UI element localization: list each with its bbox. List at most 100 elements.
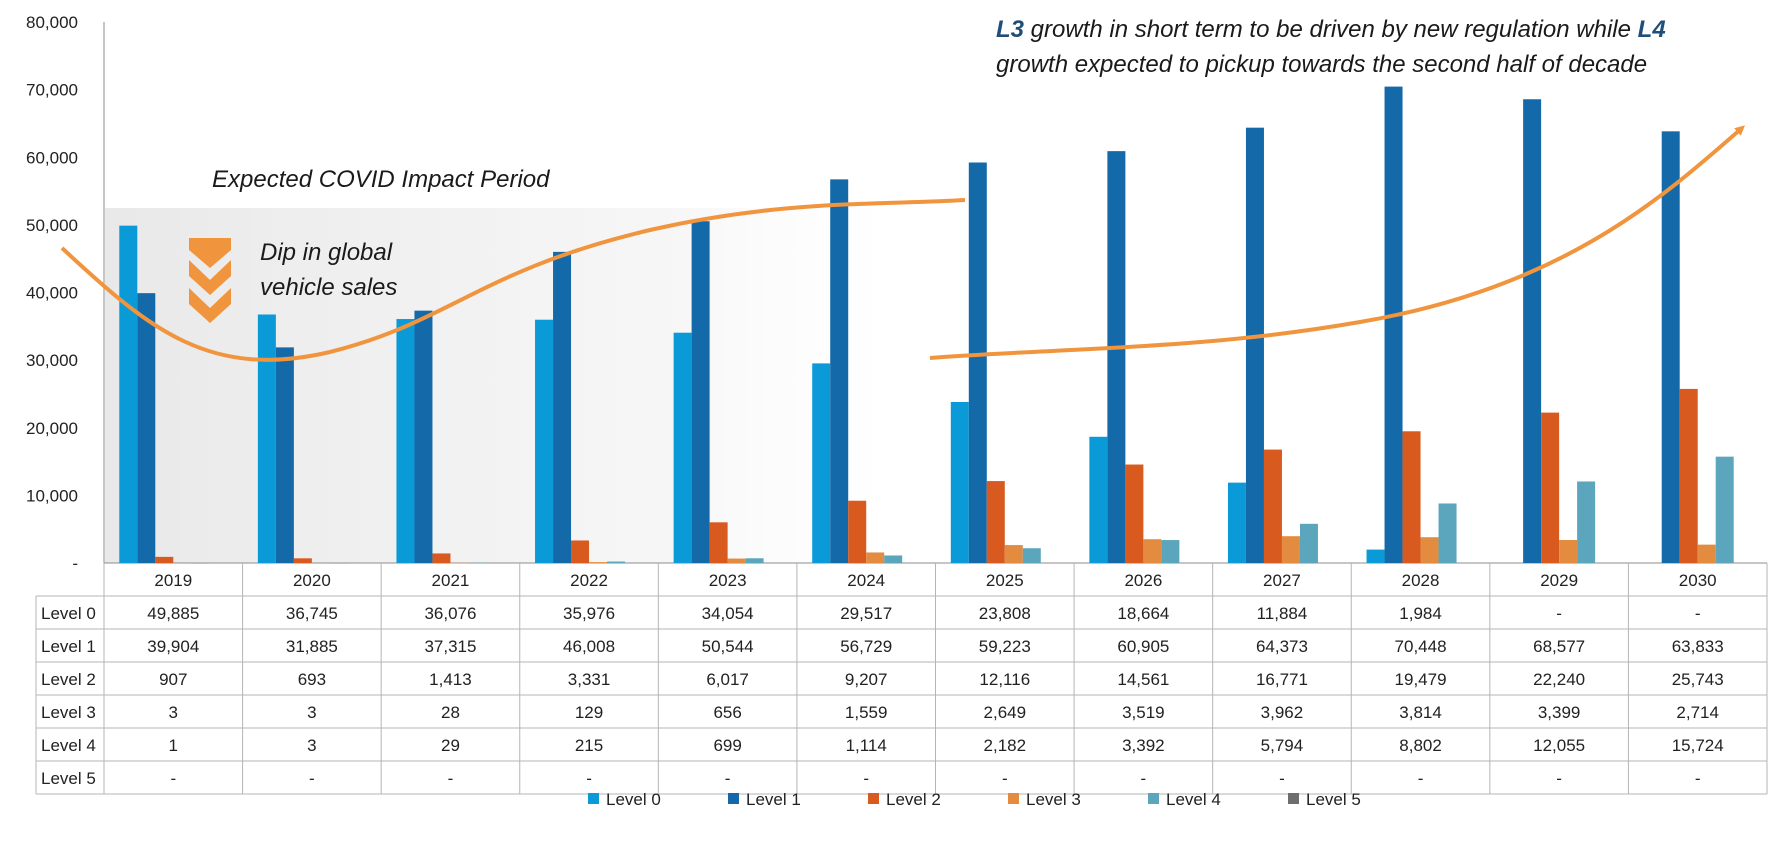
table-cell: 59,223	[979, 637, 1031, 656]
table-cell: 49,885	[147, 604, 199, 623]
bar	[1402, 431, 1421, 563]
category-label: 2022	[570, 571, 608, 590]
table-cell: 11,884	[1257, 604, 1308, 623]
bar	[1004, 545, 1023, 563]
table-cell: 8,802	[1399, 736, 1442, 755]
table-cell: 50,544	[702, 637, 754, 656]
bar	[432, 553, 451, 563]
table-cell: 2,649	[984, 703, 1027, 722]
category-label: 2020	[293, 571, 331, 590]
table-cell: 6,017	[706, 670, 749, 689]
bar	[968, 162, 987, 563]
table-cell: -	[863, 769, 869, 788]
y-tick-label: 50,000	[26, 216, 78, 235]
covid-impact-shade	[105, 208, 925, 563]
legend-swatch	[1008, 793, 1019, 804]
bar	[727, 558, 746, 563]
table-cell: 693	[298, 670, 326, 689]
table-cell: 60,905	[1117, 637, 1169, 656]
table-cell: 64,373	[1256, 637, 1308, 656]
table-cell: 39,904	[147, 637, 199, 656]
table-cell: 70,448	[1395, 637, 1447, 656]
table-cell: -	[309, 769, 315, 788]
bar	[745, 558, 764, 563]
table-cell: 3,399	[1538, 703, 1581, 722]
table-cell: 3,519	[1122, 703, 1165, 722]
table-cell: 37,315	[424, 637, 476, 656]
bar	[1541, 412, 1560, 563]
growth-line1-text: growth in short term to be driven by new…	[1024, 16, 1638, 43]
bar	[257, 314, 276, 563]
table-cell: 1,984	[1399, 604, 1442, 623]
legend: Level 0 Level 1 Level 2 Level 3 Level 4 Level…	[588, 790, 1361, 809]
table-cell: 3	[307, 736, 316, 755]
bar	[173, 562, 192, 564]
table-cell: -	[725, 769, 731, 788]
table-cell: 36,076	[424, 604, 476, 623]
category-label: 2028	[1402, 571, 1440, 590]
bar	[1366, 549, 1385, 563]
category-label: 2029	[1540, 571, 1578, 590]
bar	[571, 540, 590, 563]
bar	[311, 562, 330, 564]
table-row-label: Level 4	[41, 736, 96, 755]
table-cell: -	[1141, 769, 1147, 788]
bar	[155, 556, 174, 563]
table-cell: 56,729	[840, 637, 892, 656]
category-label: 2019	[154, 571, 192, 590]
covid-period-label: Expected COVID Impact Period	[212, 166, 550, 193]
bars	[119, 86, 1734, 564]
table-cell: 23,808	[979, 604, 1031, 623]
bar	[275, 347, 294, 563]
table-row-label: Level 5	[41, 769, 96, 788]
bar	[1263, 449, 1282, 563]
bar	[468, 562, 487, 564]
bar	[709, 522, 728, 563]
legend-label: Level 3	[1026, 790, 1081, 809]
legend-label: Level 4	[1166, 790, 1221, 809]
table-row-label: Level 1	[41, 637, 96, 656]
legend-label: Level 5	[1306, 790, 1361, 809]
bar	[691, 221, 710, 563]
growth-l4: L4	[1638, 16, 1666, 43]
table-cell: -	[1556, 769, 1562, 788]
bar	[1697, 544, 1716, 563]
growth-l3: L3	[996, 16, 1025, 43]
table-cell: 63,833	[1672, 637, 1724, 656]
category-label: 2025	[986, 571, 1024, 590]
table-cell: 1,114	[846, 736, 887, 755]
bar	[1384, 86, 1403, 563]
bar	[1679, 388, 1698, 563]
bar	[1245, 127, 1264, 564]
table-cell: -	[1418, 769, 1424, 788]
bar	[884, 555, 903, 563]
category-label: 2024	[847, 571, 885, 590]
table-row-label: Level 0	[41, 604, 96, 623]
bar	[137, 293, 156, 563]
table-cell: -	[1279, 769, 1285, 788]
bar	[1420, 537, 1439, 563]
table-cell: 215	[575, 736, 603, 755]
bar	[1089, 436, 1108, 563]
table-cell: -	[586, 769, 592, 788]
bar	[450, 562, 469, 564]
table-row-label: Level 3	[41, 703, 96, 722]
table-cell: -	[1695, 604, 1701, 623]
y-tick-label: -	[72, 554, 78, 573]
table-cell: 22,240	[1533, 670, 1585, 689]
table-cell: -	[1695, 769, 1701, 788]
bar	[1143, 539, 1162, 563]
y-tick-label: 80,000	[26, 13, 78, 32]
table-cell: 1	[169, 736, 178, 755]
bar	[1438, 503, 1457, 563]
category-label: 2030	[1679, 571, 1717, 590]
table-cell: 3	[307, 703, 316, 722]
table-cell: 29	[441, 736, 460, 755]
table-cell: 46,008	[563, 637, 615, 656]
table-cell: 1,413	[429, 670, 472, 689]
table-cell: -	[1556, 604, 1562, 623]
bar	[1559, 540, 1578, 563]
table-cell: -	[448, 769, 454, 788]
y-tick-label: 20,000	[26, 419, 78, 438]
